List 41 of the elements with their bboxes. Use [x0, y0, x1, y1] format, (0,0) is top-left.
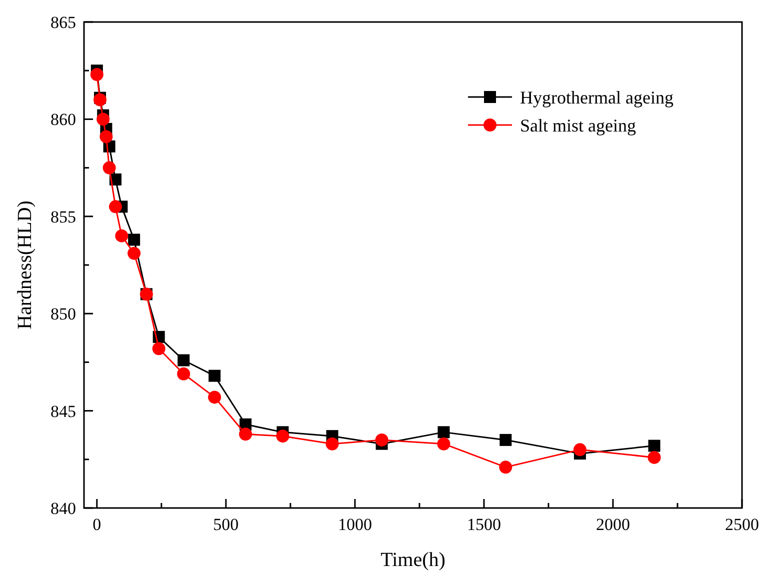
- y-tick-label: 850: [50, 304, 76, 324]
- point: [128, 246, 141, 260]
- point: [648, 450, 661, 464]
- point: [108, 200, 122, 214]
- y-tick-label: 860: [50, 110, 76, 130]
- legend-label: Hygrothermal ageing: [520, 87, 674, 108]
- point: [499, 460, 512, 474]
- y-tick-label: 845: [50, 402, 76, 421]
- y-tick-label: 840: [50, 498, 76, 518]
- point: [573, 443, 586, 456]
- x-tick-label: 1000: [338, 515, 372, 534]
- point: [102, 161, 116, 174]
- point: [648, 440, 660, 452]
- point: [90, 68, 104, 81]
- x-tick-label: 1500: [466, 515, 501, 534]
- point: [96, 112, 110, 126]
- point: [437, 437, 450, 450]
- point: [100, 130, 113, 144]
- point: [115, 229, 128, 242]
- x-tick-label: 0: [92, 515, 102, 534]
- point: [152, 342, 166, 356]
- point: [208, 390, 222, 404]
- point: [438, 426, 450, 438]
- point: [375, 433, 388, 446]
- point: [208, 370, 221, 382]
- point: [326, 437, 339, 450]
- x-tick-label: 2500: [725, 515, 759, 534]
- x-tick-label: 2000: [596, 515, 630, 534]
- point: [276, 430, 290, 443]
- point: [128, 234, 140, 246]
- legend-label: Salt mist ageing: [520, 115, 636, 136]
- point: [178, 354, 190, 366]
- x-tick-label: 500: [213, 515, 239, 534]
- point: [177, 367, 190, 380]
- y-axis-title: Hardness(HLD): [14, 200, 36, 330]
- y-tick-label: 855: [50, 207, 76, 226]
- point: [500, 434, 512, 446]
- y-tick-label: 865: [50, 12, 76, 32]
- point: [94, 93, 106, 106]
- point: [239, 428, 252, 441]
- x-axis-title: Time(h): [380, 549, 446, 571]
